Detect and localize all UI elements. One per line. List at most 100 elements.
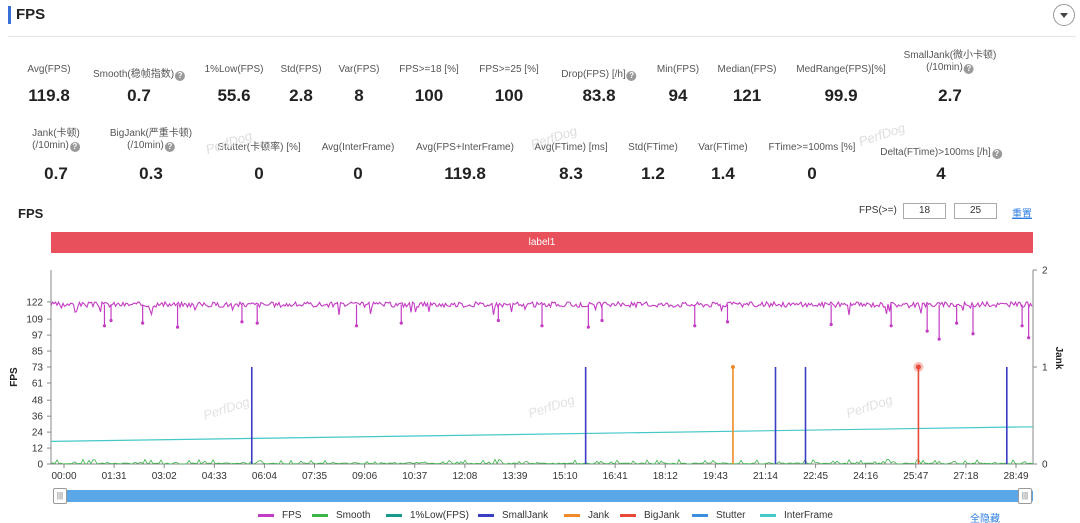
stat-item: Median(FPS) 121	[717, 64, 777, 105]
hide-all-link[interactable]: 全隐藏	[970, 514, 1000, 523]
help-icon[interactable]: ?	[963, 64, 974, 74]
stat-label-unit: (/10min)?	[904, 62, 997, 74]
x-tick-label: 07:35	[302, 471, 327, 482]
fps-point	[829, 322, 833, 327]
stat-item: Smooth(稳帧指数)? 0.7	[93, 64, 186, 105]
stat-label: 1%Low(FPS)	[204, 64, 264, 75]
help-icon[interactable]: ?	[991, 149, 1002, 159]
stat-value: 2.8	[289, 86, 313, 105]
fps-point	[399, 321, 403, 325]
stat-label: Median(FPS)	[717, 64, 777, 75]
legend-item[interactable]: InterFrame	[760, 510, 833, 521]
fps-point	[109, 318, 113, 323]
legend-swatch	[386, 513, 402, 517]
y-tick-label: 24	[32, 428, 44, 439]
legend-item[interactable]: Smooth	[312, 510, 370, 521]
fps-point	[496, 318, 500, 323]
stat-item: FPS>=25 [%] 100	[479, 64, 538, 105]
fps-point	[175, 325, 180, 329]
x-tick-label: 18:12	[653, 471, 678, 482]
y-tick-label: 109	[26, 315, 43, 326]
stat-label: Drop(FPS) [/h]	[561, 69, 626, 80]
fps-point	[255, 321, 259, 325]
legend-swatch	[760, 513, 776, 517]
stat-label-unit: (/10min)?	[32, 140, 80, 152]
x-tick-label: 25:47	[903, 471, 928, 482]
stat-value: 8	[354, 86, 364, 105]
fps-point	[540, 324, 544, 328]
slider-handle-right[interactable]: |||	[1018, 488, 1032, 504]
stat-item: Std(FTime) 1.2	[628, 142, 678, 183]
stat-label: SmallJank(微小卡顿)	[903, 50, 997, 61]
stat-label: Avg(FPS)	[27, 64, 71, 75]
stat-item: Std(FPS) 2.8	[280, 64, 321, 105]
legend-item[interactable]: Jank	[564, 510, 609, 521]
legend-item[interactable]: SmallJank	[478, 510, 548, 521]
stat-value: 119.8	[444, 164, 486, 183]
x-tick-label: 22:45	[803, 471, 828, 482]
x-tick-label: 00:00	[51, 471, 76, 482]
fps-point	[600, 318, 604, 323]
y-tick-label: 61	[32, 378, 44, 389]
stat-value: 1.4	[711, 164, 735, 183]
fps-filter-label: FPS(>=)	[859, 205, 897, 216]
watermark: PerfDog	[844, 392, 895, 421]
stat-value: 100	[494, 86, 524, 105]
legend-swatch	[692, 513, 708, 517]
collapse-toggle-icon[interactable]	[1053, 4, 1075, 26]
watermark: PerfDog	[526, 392, 577, 421]
stat-item: FPS>=18 [%] 100	[399, 64, 459, 105]
stat-value: 0.3	[139, 164, 163, 183]
bigjank-point	[915, 364, 921, 370]
legend-item[interactable]: Stutter	[692, 510, 745, 521]
label-band[interactable]: label1	[51, 232, 1033, 253]
stat-item: Avg(FTime) [ms] 8.3	[534, 142, 607, 183]
x-tick-label: 19:43	[703, 471, 728, 482]
y-tick-label: 48	[32, 396, 44, 407]
slider-handle-left[interactable]: |||	[53, 488, 67, 504]
y2-tick-label: 0	[1042, 460, 1048, 471]
stat-item: FTime>=100ms [%] 0	[769, 142, 856, 183]
stat-label: Std(FTime)	[628, 142, 678, 153]
stat-item: Var(FTime) 1.4	[698, 142, 747, 183]
help-icon[interactable]: ?	[69, 142, 80, 152]
y-tick-label: 36	[32, 412, 44, 423]
y-tick-label: 12	[32, 444, 44, 455]
help-icon[interactable]: ?	[164, 142, 175, 152]
legend-item[interactable]: 1%Low(FPS)	[386, 510, 469, 521]
stat-label: Stutter(卡顿率) [%]	[217, 142, 301, 153]
stat-item: Avg(FPS+InterFrame) 119.8	[416, 142, 514, 183]
legend-item[interactable]: FPS	[258, 510, 301, 521]
x-tick-label: 27:18	[953, 471, 978, 482]
stat-label: FPS>=18 [%]	[399, 64, 459, 75]
stat-value: 121	[732, 86, 762, 105]
legend-label: InterFrame	[784, 510, 833, 521]
fps-threshold-input-2[interactable]: 25	[954, 203, 997, 219]
legend-swatch	[312, 513, 328, 517]
stat-label: Avg(InterFrame)	[321, 142, 395, 153]
help-icon[interactable]: ?	[626, 71, 637, 81]
fps-point	[925, 329, 929, 333]
stat-value: 0.7	[127, 86, 151, 105]
stat-value: 0	[353, 164, 363, 183]
x-tick-label: 13:39	[502, 471, 527, 482]
legend-label: Stutter	[716, 510, 746, 521]
stat-value: 2.7	[938, 86, 962, 105]
legend-item[interactable]: BigJank	[620, 510, 680, 521]
stat-item: Jank(卡顿) (/10min)? 0.7	[32, 128, 80, 183]
watermark: PerfDog	[201, 394, 252, 423]
fps-point	[1027, 336, 1031, 340]
help-icon[interactable]: ?	[175, 71, 186, 81]
timeline-range-slider[interactable]	[53, 490, 1033, 502]
x-tick-label: 06:04	[252, 471, 277, 482]
x-tick-label: 12:08	[452, 471, 477, 482]
stat-item: Drop(FPS) [/h]? 83.8	[561, 64, 637, 105]
fps-threshold-input-1[interactable]: 18	[903, 203, 946, 219]
x-tick-label: 15:10	[553, 471, 578, 482]
stat-item: Stutter(卡顿率) [%] 0	[217, 142, 301, 183]
reset-link[interactable]: 重置	[1012, 209, 1032, 220]
legend-label: SmallJank	[502, 510, 549, 521]
y-axis-title: FPS	[9, 367, 20, 387]
fps-point	[971, 332, 975, 336]
